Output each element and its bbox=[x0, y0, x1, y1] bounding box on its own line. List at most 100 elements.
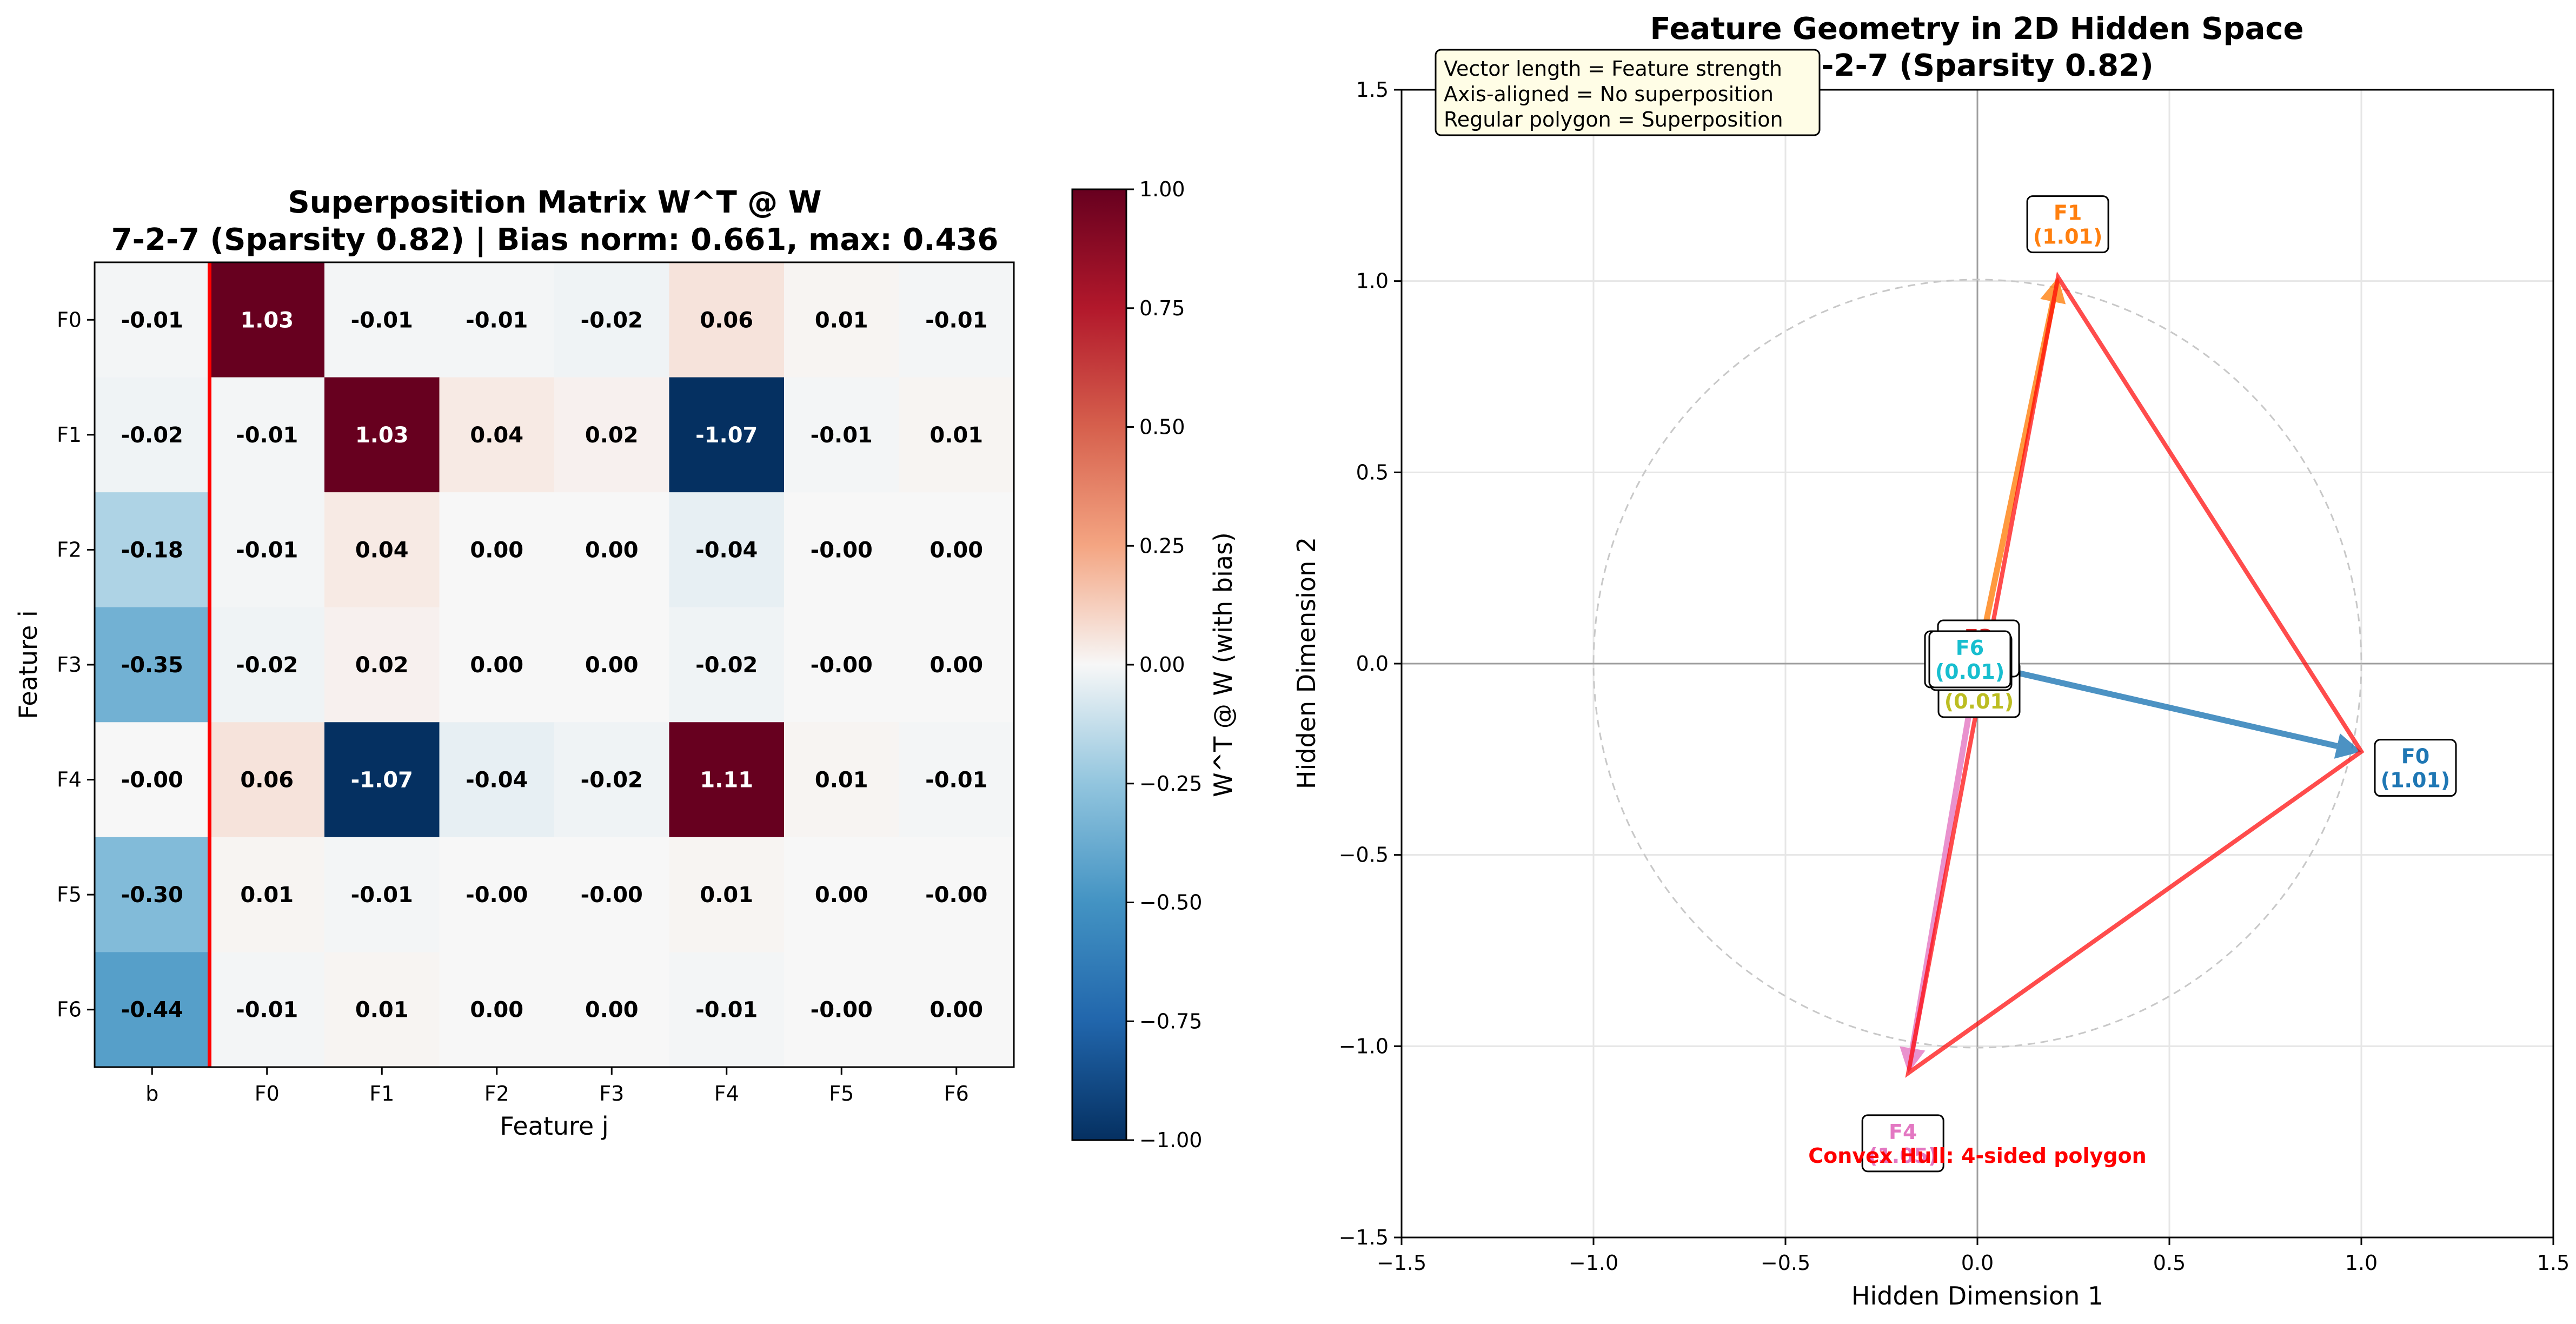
heatmap-cell bbox=[784, 377, 899, 493]
heatmap-chart: Superposition Matrix W^T @ W 7-2-7 (Spar… bbox=[14, 177, 1238, 1152]
heatmap-x-ticks: b F0 F1 F2 F3 F4 F5 F6 bbox=[145, 1067, 969, 1105]
heatmap-cell bbox=[784, 492, 899, 608]
geometry-x-tick-label: 0.5 bbox=[2153, 1251, 2186, 1275]
colorbar-tick-label: −0.75 bbox=[1139, 1009, 1202, 1033]
heatmap-cell-label: -0.02 bbox=[581, 308, 643, 333]
heatmap-cell bbox=[209, 262, 325, 378]
heatmap-cells bbox=[95, 262, 1014, 1068]
heatmap-x-tick-label: F4 bbox=[714, 1082, 739, 1105]
heatmap-cell bbox=[324, 837, 440, 952]
heatmap-cell-label: 0.00 bbox=[470, 998, 523, 1023]
heatmap-cell-label: -0.02 bbox=[121, 423, 183, 448]
heatmap-cell-label: -0.01 bbox=[236, 538, 298, 562]
heatmap-cell bbox=[669, 607, 785, 723]
geometry-y-tick-label: −1.5 bbox=[1339, 1226, 1389, 1249]
colorbar-label: W^T @ W (with bias) bbox=[1209, 532, 1238, 797]
heatmap-cell-label: -0.00 bbox=[121, 768, 183, 793]
heatmap-cell-label: -0.18 bbox=[121, 538, 183, 562]
heatmap-cell-label: 0.04 bbox=[355, 538, 409, 562]
heatmap-cell-label: 0.00 bbox=[930, 653, 983, 678]
heatmap-cell bbox=[554, 722, 669, 838]
colorbar-tick-label: −1.00 bbox=[1139, 1128, 1202, 1152]
heatmap-cell bbox=[209, 492, 325, 608]
geometry-x-tick-label: −0.5 bbox=[1761, 1251, 1810, 1275]
heatmap-cell-label: -0.00 bbox=[925, 883, 987, 908]
heatmap-cell bbox=[95, 262, 210, 378]
geometry-y-tick-label: 0.5 bbox=[1356, 460, 1389, 484]
vector-label-box bbox=[2374, 739, 2457, 797]
heatmap-cell bbox=[554, 952, 669, 1068]
heatmap-cell bbox=[209, 837, 325, 952]
heatmap-title: Superposition Matrix W^T @ W bbox=[288, 185, 821, 220]
vector-label-name: F4 bbox=[1889, 1120, 1917, 1144]
geometry-x-tick-label: −1.5 bbox=[1377, 1251, 1426, 1275]
heatmap-cell-label: 0.00 bbox=[470, 538, 523, 562]
vector-label-strength: (1.01) bbox=[2033, 225, 2103, 249]
heatmap-cell-label: -0.04 bbox=[695, 538, 758, 562]
colorbar-tick-label: 0.25 bbox=[1139, 534, 1185, 558]
heatmap-cell-label: -0.01 bbox=[236, 423, 298, 448]
heatmap-cell bbox=[439, 722, 555, 838]
heatmap-cell bbox=[439, 492, 555, 608]
heatmap-cell-label: -0.00 bbox=[581, 883, 643, 908]
heatmap-cell-label: 0.06 bbox=[700, 308, 753, 333]
vector-label-name: F1 bbox=[2054, 201, 2082, 225]
vector-label-F4: F4(1.05) bbox=[1861, 1114, 1944, 1173]
heatmap-cell-label: 1.03 bbox=[240, 308, 294, 333]
heatmap-cell-label: -0.02 bbox=[581, 768, 643, 793]
vector-label-box bbox=[1928, 630, 2011, 689]
vector-label-strength: (1.01) bbox=[2381, 769, 2451, 792]
geometry-x-ticks: −1.5 −1.0 −0.5 0.0 0.5 1.0 1.5 bbox=[1377, 1237, 2570, 1275]
colorbar-tick-label: −0.50 bbox=[1139, 891, 1202, 915]
legend-note-line-1: Vector length = Feature strength bbox=[1444, 57, 1782, 81]
heatmap-cell bbox=[784, 722, 899, 838]
heatmap-x-tick-label: F6 bbox=[944, 1082, 969, 1105]
heatmap-cell bbox=[209, 377, 325, 493]
heatmap-x-tick-label: F1 bbox=[369, 1082, 394, 1105]
geometry-ylabel: Hidden Dimension 2 bbox=[1292, 537, 1321, 789]
heatmap-cell bbox=[95, 492, 210, 608]
heatmap-cell-label: -0.01 bbox=[695, 998, 758, 1023]
heatmap-cell-label: 0.00 bbox=[930, 998, 983, 1023]
colorbar-ticks: 1.00 0.75 0.50 0.25 0.00 −0.25 −0.50 −0.75 −1.00 bbox=[1126, 177, 1202, 1152]
heatmap-cell-label: 0.01 bbox=[355, 998, 409, 1023]
heatmap-y-tick-label: F0 bbox=[57, 308, 82, 332]
heatmap-cell bbox=[784, 262, 899, 378]
heatmap-cell bbox=[784, 952, 899, 1068]
heatmap-cell-label: -0.00 bbox=[466, 883, 528, 908]
heatmap-cell-label: -0.02 bbox=[236, 653, 298, 678]
heatmap-cell-label: -1.07 bbox=[695, 423, 758, 448]
legend-note-line-2: Axis-aligned = No superposition bbox=[1444, 82, 1774, 106]
vector-label-strength: (1.05) bbox=[1868, 1144, 1938, 1168]
heatmap-cell-labels: -0.01 1.03 -0.01 -0.01 -0.02 0.06 0.01 -0.01 -0.… bbox=[121, 308, 988, 1022]
vector-label-F6: F6(0.01) bbox=[1928, 630, 2011, 689]
heatmap-cell-label: -0.30 bbox=[121, 883, 183, 908]
heatmap-cell-label: -0.00 bbox=[811, 653, 873, 678]
heatmap-cell-label: 0.01 bbox=[815, 308, 868, 333]
colorbar-tick-label: −0.25 bbox=[1139, 772, 1202, 796]
heatmap-cell-label: -0.01 bbox=[925, 308, 987, 333]
geometry-xlabel: Hidden Dimension 1 bbox=[1851, 1281, 2103, 1310]
heatmap-cell-label: 0.00 bbox=[585, 538, 639, 562]
heatmap-cell-label: -0.04 bbox=[466, 768, 528, 793]
vector-label-F1: F1(1.01) bbox=[2026, 195, 2109, 254]
heatmap-cell-label: 0.06 bbox=[240, 768, 294, 793]
heatmap-cell-label: -0.01 bbox=[236, 998, 298, 1023]
heatmap-cell-label: 0.00 bbox=[585, 653, 639, 678]
heatmap-cell bbox=[669, 492, 785, 608]
heatmap-cell-label: 0.00 bbox=[930, 538, 983, 562]
heatmap-cell bbox=[439, 837, 555, 952]
heatmap-cell bbox=[209, 607, 325, 723]
vector-label-box bbox=[2026, 195, 2109, 254]
legend-note-line-3: Regular polygon = Superposition bbox=[1444, 108, 1783, 131]
heatmap-x-tick-label: F5 bbox=[829, 1082, 854, 1105]
heatmap-cell-label: -0.01 bbox=[351, 883, 413, 908]
heatmap-cell bbox=[899, 722, 1014, 838]
heatmap-cell-label: 0.01 bbox=[700, 883, 753, 908]
heatmap-cell-label: -0.02 bbox=[695, 653, 758, 678]
vector-label-name: F0 bbox=[2401, 745, 2429, 769]
heatmap-cell-label: 0.01 bbox=[240, 883, 294, 908]
heatmap-cell bbox=[669, 722, 785, 838]
heatmap-cell bbox=[899, 837, 1014, 952]
heatmap-cell bbox=[899, 492, 1014, 608]
